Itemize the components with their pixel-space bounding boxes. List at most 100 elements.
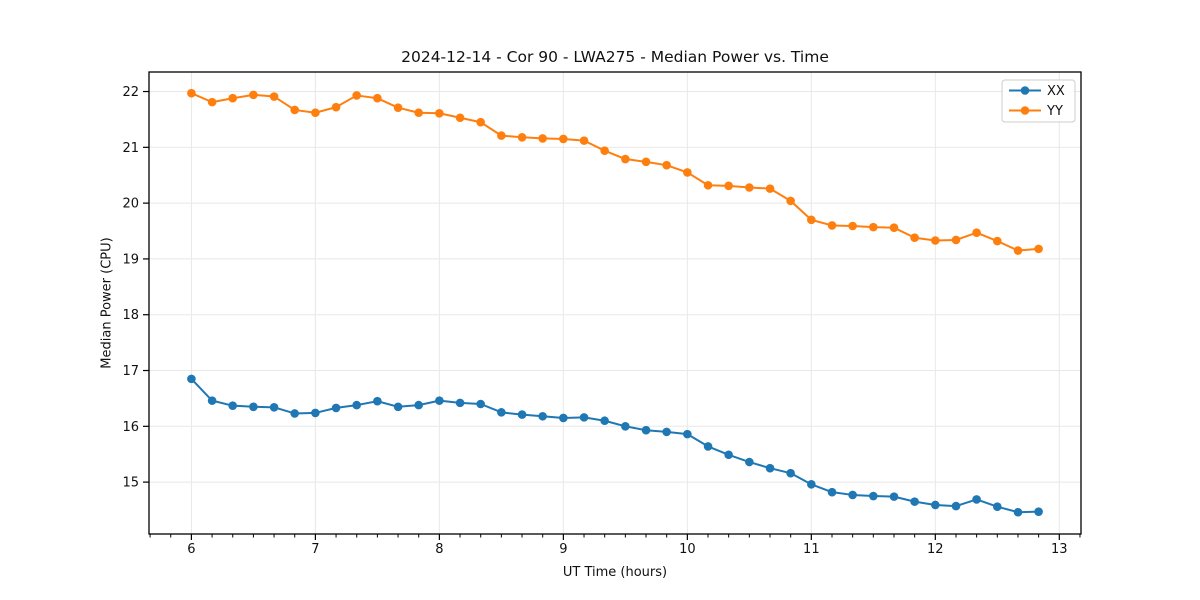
data-point-yy: [724, 181, 733, 191]
data-point-xx: [827, 487, 837, 497]
plot-border: [148, 71, 1082, 535]
data-point-yy: [228, 93, 237, 103]
data-point-xx: [951, 501, 961, 511]
data-point-yy: [249, 90, 258, 100]
data-point-yy: [352, 91, 361, 100]
data-point-xx: [435, 396, 444, 405]
series-line-xx: [190, 377, 1040, 514]
x-axis-label: UT Time (hours): [562, 565, 668, 580]
data-point-xx: [331, 403, 341, 413]
data-point-yy: [269, 92, 279, 101]
data-point-yy: [621, 154, 630, 164]
y-tick-label: 15: [122, 476, 139, 491]
data-point-xx: [228, 401, 237, 410]
data-point-xx: [538, 411, 547, 421]
data-point-xx: [724, 450, 733, 460]
data-point-xx: [786, 468, 795, 478]
data-point-xx: [352, 400, 361, 410]
x-tick-label: 12: [927, 542, 944, 557]
data-point-xx: [1034, 507, 1043, 516]
data-point-yy: [910, 233, 919, 243]
data-point-xx: [249, 402, 258, 412]
data-point-xx: [393, 402, 403, 412]
data-point-yy: [1034, 244, 1043, 254]
y-tick-label: 16: [122, 420, 139, 435]
chart-title: 2024-12-14 - Cor 90 - LWA275 - Median Po…: [401, 48, 829, 66]
legend-label-yy: YY: [1046, 104, 1063, 119]
data-point-yy: [414, 108, 423, 118]
data-point-xx: [600, 416, 609, 426]
y-tick-label: 22: [122, 85, 139, 100]
data-point-xx: [579, 413, 589, 422]
data-point-xx: [807, 480, 816, 489]
data-point-yy: [765, 184, 775, 193]
data-point-xx: [931, 500, 940, 510]
data-point-xx: [621, 422, 630, 431]
x-tick-label: 9: [559, 542, 567, 557]
data-point-yy: [993, 236, 1002, 246]
data-point-xx: [848, 490, 857, 500]
y-tick-label: 19: [122, 252, 139, 267]
data-point-xx: [497, 408, 506, 417]
data-point-yy: [455, 113, 465, 123]
data-point-xx: [311, 408, 320, 418]
x-tick-label: 13: [1051, 542, 1068, 557]
data-point-xx: [455, 398, 465, 408]
data-point-yy: [869, 222, 878, 232]
y-tick-label: 18: [122, 308, 139, 323]
data-point-xx: [745, 457, 754, 467]
y-tick-label: 20: [122, 197, 139, 212]
data-point-yy: [311, 108, 320, 118]
data-point-xx: [414, 400, 423, 410]
data-point-yy: [827, 221, 837, 230]
data-point-yy: [290, 105, 299, 115]
data-point-yy: [703, 180, 713, 190]
data-point-xx: [889, 492, 899, 501]
y-axis-label: Median Power (CPU): [99, 237, 115, 369]
x-tick-label: 7: [311, 542, 319, 557]
data-point-yy: [538, 134, 547, 143]
data-point-yy: [331, 102, 341, 112]
data-point-xx: [993, 502, 1002, 511]
data-point-xx: [765, 463, 775, 473]
data-point-yy: [641, 157, 651, 167]
data-point-xx: [683, 429, 692, 439]
data-point-xx: [703, 442, 713, 451]
x-tick-label: 8: [435, 542, 443, 557]
data-point-yy: [393, 103, 403, 113]
data-point-xx: [517, 410, 527, 419]
data-point-yy: [807, 215, 816, 225]
data-point-xx: [662, 427, 671, 437]
y-tick-label: 21: [122, 141, 139, 156]
data-point-yy: [435, 108, 444, 118]
data-point-yy: [517, 132, 527, 142]
data-point-yy: [600, 146, 609, 155]
legend-marker-yy: [1020, 106, 1030, 115]
data-point-yy: [889, 223, 899, 232]
data-point-xx: [269, 403, 279, 412]
data-point-xx: [207, 396, 217, 405]
data-point-yy: [786, 196, 795, 206]
data-point-yy: [662, 160, 671, 170]
data-point-yy: [373, 93, 382, 103]
legend-marker-xx: [1020, 86, 1030, 95]
data-point-xx: [972, 495, 981, 504]
data-point-yy: [745, 183, 754, 192]
x-tick-label: 6: [187, 542, 195, 557]
data-point-xx: [290, 409, 299, 418]
data-point-xx: [1013, 507, 1023, 517]
data-point-yy: [187, 88, 196, 98]
data-point-yy: [848, 221, 857, 231]
x-tick-label: 10: [679, 542, 696, 557]
data-point-yy: [1013, 246, 1023, 255]
data-point-xx: [187, 374, 196, 384]
data-point-yy: [559, 134, 568, 144]
data-point-yy: [476, 117, 485, 127]
data-point-yy: [931, 236, 940, 245]
data-point-yy: [972, 228, 981, 237]
data-point-yy: [497, 131, 506, 140]
data-point-yy: [683, 168, 692, 177]
data-point-xx: [373, 396, 382, 406]
x-tick-label: 11: [803, 542, 820, 557]
